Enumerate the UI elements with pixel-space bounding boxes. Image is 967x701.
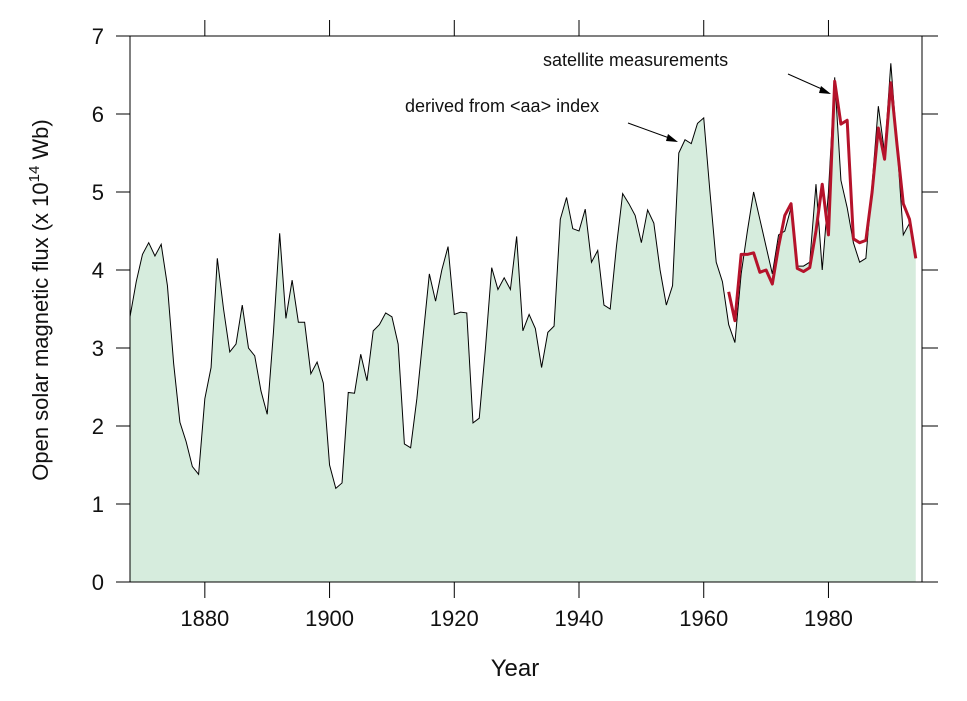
y-tick-label: 3 (92, 336, 104, 361)
x-tick-label: 1920 (430, 606, 479, 631)
y-label-text: Open solar magnetic flux (x 10 (28, 182, 53, 480)
annotation: satellite measurements (543, 50, 728, 70)
annotation: derived from <aa> index (405, 96, 599, 116)
x-tick-label: 1960 (679, 606, 728, 631)
area-fill (130, 63, 916, 583)
plot-frame (129, 35, 923, 583)
y-tick-label: 0 (92, 570, 104, 595)
y-tick-label: 1 (92, 492, 104, 517)
annotation-arrow (787, 73, 825, 91)
x-tick-label: 1880 (180, 606, 229, 631)
y-label-unit: Wb) (28, 119, 53, 165)
y-tick-label: 4 (92, 258, 104, 283)
line (727, 79, 918, 323)
arrowhead (819, 86, 831, 94)
x-tick-label: 1980 (804, 606, 853, 631)
arrowhead (666, 134, 678, 142)
annotation-arrow (627, 122, 673, 140)
y-axis-label: Open solar magnetic flux (x 1014 Wb) (26, 119, 53, 481)
y-tick-label: 5 (92, 180, 104, 205)
x-tick-label: 1940 (555, 606, 604, 631)
area-line (129, 63, 917, 490)
y-label-sup: 14 (26, 166, 43, 183)
x-tick-label: 1900 (305, 606, 354, 631)
y-tick-label: 6 (92, 102, 104, 127)
x-axis-label: Year (491, 655, 540, 682)
y-tick-label: 2 (92, 414, 104, 439)
y-tick-label: 7 (92, 24, 104, 49)
